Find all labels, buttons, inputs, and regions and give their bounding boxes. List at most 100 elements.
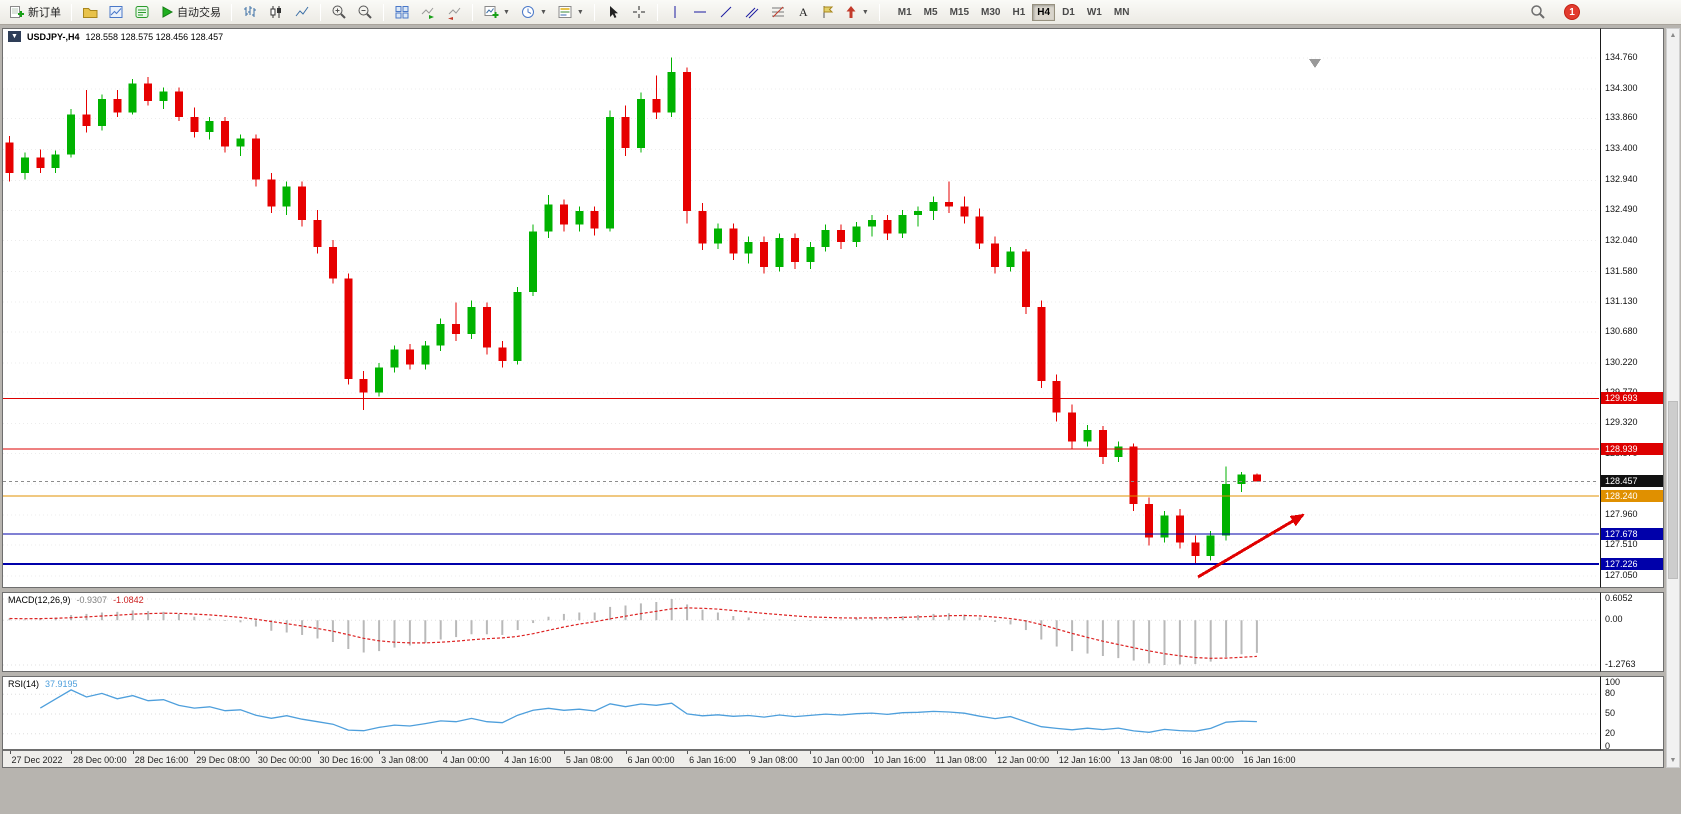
arrows-button[interactable]: ▼ [840,2,873,23]
periods-clock-icon [521,6,534,18]
candle-body [775,238,784,267]
autotrading-button[interactable]: 自动交易 [156,2,225,23]
time-axis-label: 16 Jan 00:00 [1181,755,1234,765]
price-axis[interactable]: 134.760 134.300 133.860 133.400 132.940 132.4… [1600,28,1664,588]
candlestick-chart-icon [270,6,281,18]
time-axis-label: 10 Jan 00:00 [812,755,865,765]
timeframe-d1-button[interactable]: D1 [1062,6,1075,18]
crosshair-button[interactable] [627,2,651,23]
candle-body [36,157,45,169]
zoom-in-button[interactable] [327,2,351,23]
candle-body [683,72,692,212]
candlestick-chart-type-button[interactable] [264,2,288,23]
candle-body [698,211,707,244]
text-button[interactable]: A [792,2,814,23]
chart-symbol-period: USDJPY-,H4 [27,31,80,42]
time-axis-label: 30 Dec 16:00 [319,755,374,765]
separator [472,3,473,21]
timeframe-h4-button[interactable]: H4 [1032,3,1056,21]
price-axis-label: 127.050 [1605,569,1638,580]
timeframe-m15-button[interactable]: M15 [949,6,970,18]
symbol-dropdown-button[interactable]: ▼ [8,31,21,42]
candle-body [1191,542,1200,556]
candle-body [221,121,230,147]
candle-body [1114,446,1123,458]
candle-body [1037,307,1046,382]
trend-arrow-object[interactable] [1197,513,1305,579]
time-axis-label: 4 Jan 00:00 [442,755,490,765]
chart-shift-button[interactable] [442,2,466,23]
candlestick-chart[interactable] [3,29,1599,587]
scroll-down-arrow-icon[interactable]: ▼ [1669,757,1677,764]
candle-body [667,72,676,113]
search-button[interactable] [1526,2,1550,23]
candle-body [575,211,584,225]
timeframe-m1-button[interactable]: M1 [897,6,912,18]
cursor-button[interactable] [601,2,625,23]
time-tick [625,751,627,754]
periods-button[interactable]: ▼ [516,2,551,23]
text-label-button[interactable] [816,2,838,23]
candle-body [421,345,430,365]
candle-body [482,307,491,348]
trendline-button[interactable] [714,2,738,23]
scroll-up-arrow-icon[interactable]: ▲ [1669,32,1677,39]
candle-body [1129,446,1138,505]
notification-badge[interactable]: 1 [1564,4,1580,20]
main-chart-panel[interactable]: ▼ USDJPY-,H4 128.558 128.575 128.456 128… [2,28,1600,588]
candle-body [144,83,153,101]
horizontal-line-button[interactable] [688,2,712,23]
timeframe-h1-button[interactable]: H1 [1012,6,1026,18]
indicators-button[interactable]: ▼ [479,2,514,23]
timeframe-m5-button[interactable]: M5 [923,6,938,18]
timeframe-mn-button[interactable]: MN [1113,6,1130,18]
line-chart-type-button[interactable] [290,2,314,23]
time-axis-label: 6 Jan 16:00 [689,755,737,765]
candle-body [67,114,76,155]
zoom-out-button[interactable] [353,2,377,23]
timeframe-m30-button[interactable]: M30 [981,6,1001,18]
vertical-line-button[interactable] [664,2,686,23]
equidistant-channel-button[interactable] [740,2,764,23]
tile-windows-button[interactable] [390,2,414,23]
time-axis-label: 9 Jan 08:00 [750,755,798,765]
bar-chart-type-button[interactable] [238,2,262,23]
time-axis-label: 29 Dec 08:00 [196,755,250,765]
channel-icon [745,7,759,19]
templates-button[interactable]: ▼ [553,2,588,23]
candle-body [405,349,414,365]
current-price-badge: 128.457 [1601,475,1663,488]
profiles-button[interactable] [78,2,102,23]
time-axis-label: 11 Jan 08:00 [935,755,987,765]
candle-body [390,349,399,368]
price-axis-label: 127.510 [1605,539,1638,550]
time-tick [1118,751,1120,754]
data-window-button[interactable] [130,2,154,23]
price-axis-label: 132.040 [1605,234,1638,245]
macd-chart [3,598,1599,666]
auto-scroll-button[interactable] [416,2,440,23]
timeframe-w1-button[interactable]: W1 [1086,6,1102,18]
scrollbar-thumb[interactable] [1668,401,1678,579]
chart-shift-marker[interactable] [1309,59,1321,68]
new-order-button[interactable]: 新订单 [5,2,65,23]
candle-body [452,324,461,335]
candle-body [128,83,137,113]
market-watch-button[interactable] [104,2,128,23]
fibonacci-button[interactable] [766,2,790,23]
rsi-label-row: RSI(14) 37.9195 [8,679,78,689]
macd-panel[interactable]: MACD(12,26,9) -0.9307 -1.0842 [2,592,1600,672]
chart-shift-icon [448,7,461,20]
time-axis-label: 27 Dec 2022 [11,755,63,765]
time-tick [9,751,11,754]
time-axis[interactable]: 27 Dec 2022 28 Dec 00:00 28 Dec 16:00 29 De… [2,750,1664,768]
candle-body [991,243,1000,267]
candle-body [498,347,507,361]
data-window-icon [135,6,149,18]
candle-body [467,307,476,335]
rsi-panel[interactable]: RSI(14) 37.9195 [2,676,1600,750]
macd-label: MACD(12,26,9) [8,595,71,605]
candle-body [313,219,322,247]
macd-axis-label: 0.6052 [1605,593,1633,603]
vertical-scrollbar[interactable]: ▲ ▼ [1666,28,1680,768]
